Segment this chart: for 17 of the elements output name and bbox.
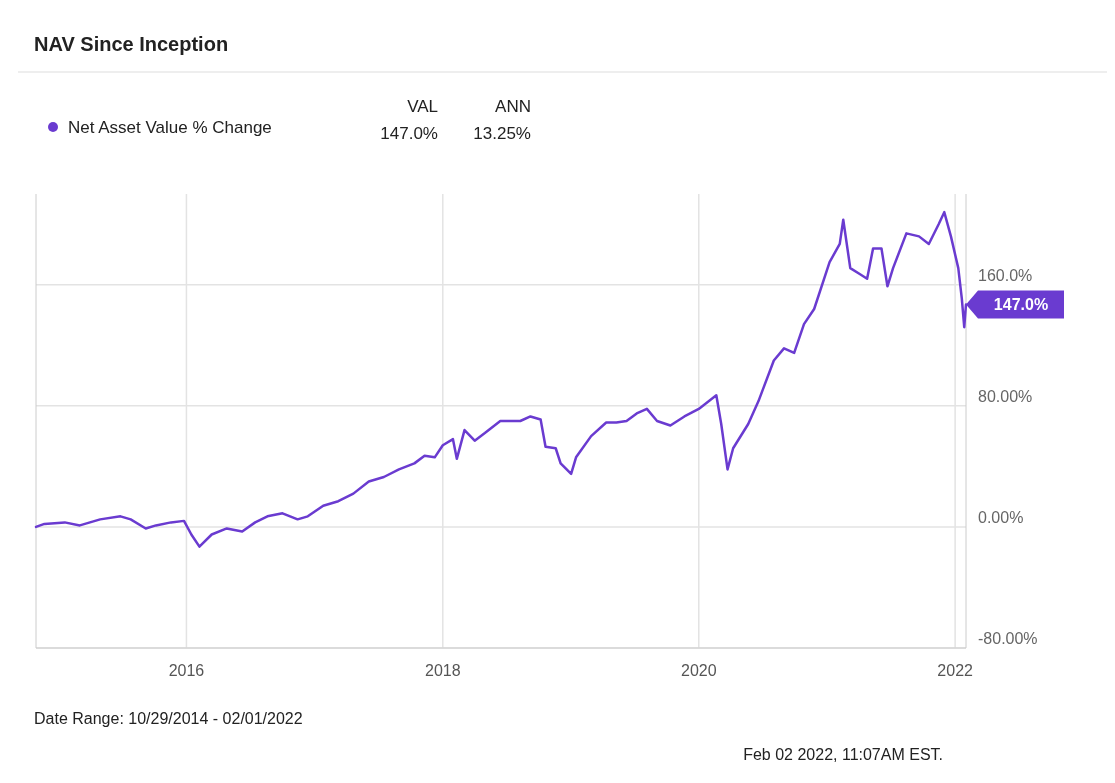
text: VAL [407, 97, 438, 116]
text: 147.0% [380, 124, 438, 143]
text: 13.25% [473, 124, 531, 143]
x-tick-label: 2022 [937, 662, 974, 679]
annotation: 147.0% [993, 296, 1049, 314]
y-tick-label: 160.0% [978, 266, 1033, 284]
chart-title: NAV Since Inception [34, 33, 229, 55]
y-tick-label: 80.00% [978, 387, 1033, 405]
x-tick-label: 2016 [168, 662, 205, 679]
x-tick-label: 2020 [680, 662, 717, 679]
y-tick-label: 0.00% [978, 508, 1024, 526]
text: Date Range: 10/29/2014 - 02/01/2022 [34, 710, 303, 727]
text: ANN [495, 97, 531, 116]
y-tick-label: -80.00% [978, 630, 1038, 647]
x-tick-label: 2018 [424, 662, 461, 679]
text: Feb 02 2022, 11:07AM EST. [743, 746, 943, 763]
legend-label: Net Asset Value % Change [68, 118, 272, 137]
